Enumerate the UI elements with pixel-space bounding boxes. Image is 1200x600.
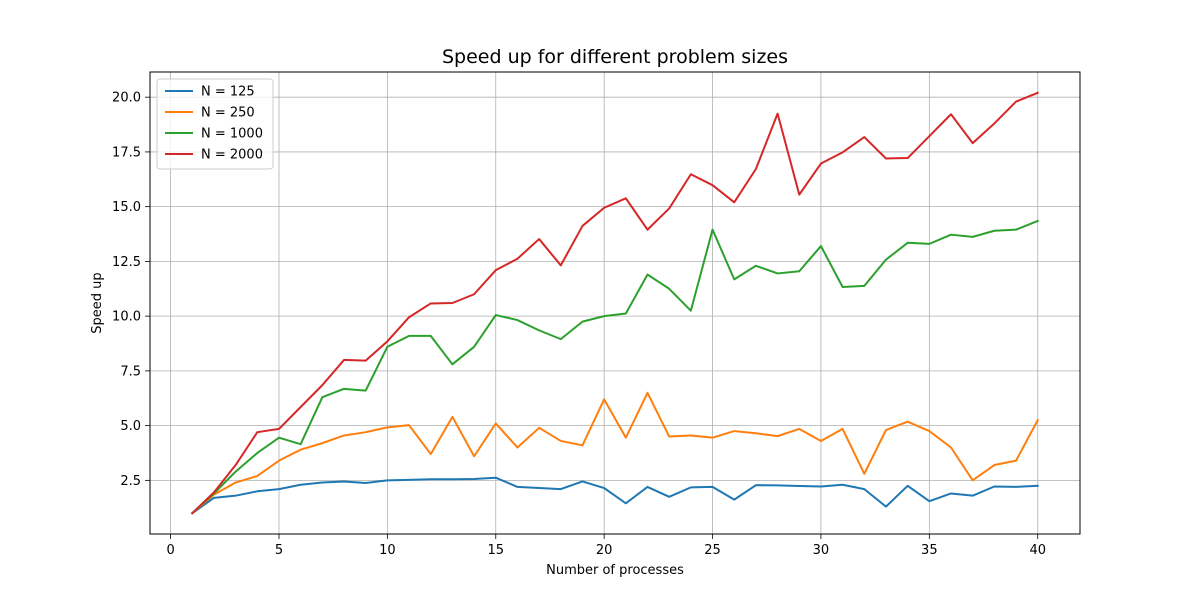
x-tick-label: 15: [487, 543, 504, 558]
y-tick-label: 2.5: [120, 474, 141, 489]
series-line-0: [190, 476, 1039, 515]
series-line-2: [190, 219, 1040, 515]
y-tick-label: 12.5: [112, 255, 141, 270]
chart-title: Speed up for different problem sizes: [442, 46, 788, 68]
grid-lines: [150, 72, 1080, 534]
legend-box: [156, 78, 274, 170]
x-tick-label: 40: [1029, 543, 1046, 558]
x-tick-label: 5: [275, 543, 283, 558]
y-tick-label: 10.0: [112, 310, 141, 325]
x-tick-label: 20: [596, 543, 613, 558]
legend: N = 125 N = 250 N = 1000 N = 2000: [156, 78, 274, 170]
x-tick-label: 30: [813, 543, 830, 558]
y-tick-label: 15.0: [112, 200, 141, 215]
x-axis-ticks: 0 5 10 15 20 25 30 35 40: [166, 534, 1046, 558]
legend-label-0: N = 125: [201, 85, 255, 100]
series-line-3: [190, 91, 1040, 515]
x-tick-label: 0: [166, 543, 174, 558]
x-tick-label: 35: [921, 543, 938, 558]
y-tick-label: 7.5: [120, 364, 141, 379]
plot-area-frame: [149, 71, 1081, 535]
y-tick-label: 5.0: [120, 419, 141, 434]
x-tick-label: 25: [704, 543, 721, 558]
y-tick-label: 17.5: [112, 145, 141, 160]
legend-label-1: N = 250: [201, 106, 255, 121]
legend-label-2: N = 1000: [201, 127, 263, 142]
legend-label-3: N = 2000: [201, 148, 263, 163]
series-lines: [190, 91, 1040, 515]
series-line-1: [190, 391, 1040, 515]
y-tick-label: 20.0: [112, 91, 141, 106]
x-axis-label: Number of processes: [546, 563, 684, 578]
x-tick-label: 10: [379, 543, 396, 558]
y-axis-label: Speed up: [90, 272, 105, 333]
y-axis-ticks: 2.5 5.0 7.5 10.0 12.5 15.0 17.5 20.0: [112, 91, 150, 489]
